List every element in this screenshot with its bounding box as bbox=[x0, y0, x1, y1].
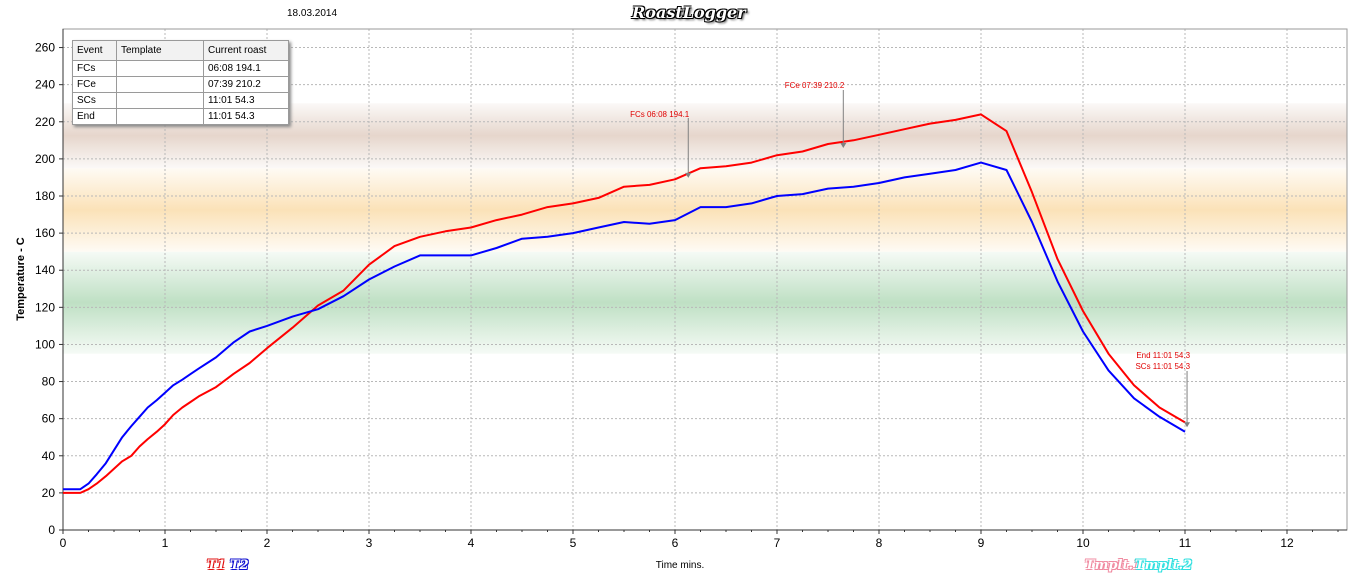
y-tick-label: 180 bbox=[35, 189, 55, 203]
annotation-label: FCe 07:39 210.2 bbox=[785, 81, 845, 90]
y-tick-label: 220 bbox=[35, 115, 55, 129]
x-tick-label: 1 bbox=[162, 536, 169, 550]
annotation-arrowhead bbox=[685, 172, 692, 178]
current-roast-value: 11:01 54.3 bbox=[203, 92, 289, 109]
event-column-header: Event bbox=[72, 40, 117, 61]
y-tick-label: 140 bbox=[35, 263, 55, 277]
y-tick-label: 160 bbox=[35, 226, 55, 240]
annotation-arrowhead bbox=[1184, 422, 1191, 428]
y-tick-label: 40 bbox=[42, 449, 56, 463]
x-tick-label: 6 bbox=[672, 536, 679, 550]
event-annotations: FCs 06:08 194.1 FCe 07:39 210.2 End 11:01 … bbox=[630, 81, 1191, 428]
x-tick-label: 2 bbox=[264, 536, 271, 550]
annotation-arrowhead bbox=[840, 142, 847, 148]
y-tick-label: 240 bbox=[35, 78, 55, 92]
table-row: FCe 07:39 210.2 bbox=[72, 76, 289, 93]
y-tick-label: 100 bbox=[35, 337, 55, 351]
template-value bbox=[116, 92, 204, 109]
y-tick-label: 80 bbox=[42, 375, 56, 389]
roast-date: 18.03.2014 bbox=[287, 8, 338, 19]
x-tick-label: 3 bbox=[366, 536, 373, 550]
y-tick-label: 60 bbox=[42, 412, 56, 426]
table-row: FCs 06:08 194.1 bbox=[72, 60, 289, 77]
table-row: SCs 11:01 54.3 bbox=[72, 92, 289, 109]
x-tick-label: 0 bbox=[60, 536, 67, 550]
temperature-band bbox=[63, 168, 1347, 252]
data-series bbox=[63, 113, 1186, 494]
current-roast-value: 11:01 54.3 bbox=[203, 108, 289, 125]
x-tick-label: 10 bbox=[1076, 536, 1090, 550]
x-tick-label: 5 bbox=[570, 536, 577, 550]
legend-t1: T1 bbox=[207, 558, 226, 573]
legend-t2: T2 bbox=[230, 558, 249, 573]
annotation-label: FCs 06:08 194.1 bbox=[630, 110, 690, 119]
y-tick-label: 260 bbox=[35, 41, 55, 55]
current-roast-value: 07:39 210.2 bbox=[203, 76, 289, 93]
template-value bbox=[116, 60, 204, 77]
temperature-bands bbox=[63, 103, 1347, 354]
event-name: FCs bbox=[72, 60, 117, 77]
legend-template-2: Tmplt.2 bbox=[1135, 558, 1193, 573]
event-name: FCe bbox=[72, 76, 117, 93]
x-tick-label: 12 bbox=[1280, 536, 1294, 550]
table-row: End 11:01 54.3 bbox=[72, 108, 289, 125]
temperature-band bbox=[63, 251, 1347, 354]
y-tick-label: 200 bbox=[35, 152, 55, 166]
x-tick-label: 9 bbox=[978, 536, 985, 550]
y-tick-label: 0 bbox=[48, 523, 55, 537]
event-name: End bbox=[72, 108, 117, 125]
app-title: RoastLogger bbox=[632, 3, 746, 22]
y-tick-label: 120 bbox=[35, 300, 55, 314]
annotation-label: SCs 11:01 54.3 bbox=[1135, 362, 1190, 371]
x-tick-label: 4 bbox=[468, 536, 475, 550]
series-line-t2 bbox=[63, 161, 1186, 491]
y-axis-label: Temperature - C bbox=[15, 237, 27, 321]
legend-template-1: Tmplt.1 bbox=[1085, 558, 1143, 573]
current-roast-value: 06:08 194.1 bbox=[203, 60, 289, 77]
annotation-label: End 11:01 54.3 bbox=[1136, 351, 1190, 360]
series-line-t1 bbox=[63, 113, 1186, 494]
x-tick-label: 7 bbox=[774, 536, 781, 550]
event-table-header: Event Template Current roast bbox=[72, 40, 289, 61]
event-table: Event Template Current roast FCs 06:08 1… bbox=[72, 40, 289, 125]
x-axis-label: Time mins. bbox=[655, 560, 705, 571]
x-tick-label: 11 bbox=[1179, 536, 1192, 550]
y-tick-label: 20 bbox=[42, 486, 56, 500]
template-value bbox=[116, 108, 204, 125]
template-column-header: Template bbox=[116, 40, 204, 61]
template-value bbox=[116, 76, 204, 93]
event-name: SCs bbox=[72, 92, 117, 109]
current-roast-column-header: Current roast bbox=[203, 40, 289, 61]
x-tick-label: 8 bbox=[876, 536, 883, 550]
